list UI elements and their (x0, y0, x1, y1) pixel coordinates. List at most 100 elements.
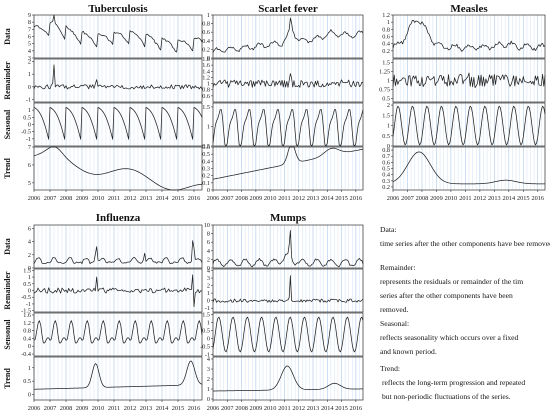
y-tick-label: 3 (207, 275, 210, 282)
panel-seasonal: 0.5 1 1.5 (202, 102, 364, 150)
y-tick-label: 6 (207, 239, 210, 246)
x-tick-label: 2006 (28, 405, 41, 412)
y-tick-label: 0 (28, 265, 31, 272)
y-tick-label: 0.2 (202, 173, 210, 180)
y-tick-label: 0.5 (202, 151, 210, 158)
panel-trend: 5 6 7 Trend (3, 144, 203, 191)
y-tick-label: 4 (207, 268, 210, 275)
y-tick-label: 0.8 (382, 147, 390, 154)
x-tick-label: 2013 (307, 405, 320, 412)
panel-trend: 0 1 2 3 4 (207, 356, 364, 403)
y-tick-label: 0.5 (23, 281, 31, 288)
y-tick-label: 4 (28, 239, 31, 246)
x-tick-label: 2009 (250, 195, 263, 202)
x-tick-label: 2010 (445, 195, 458, 202)
y-tick-label: 4 (28, 48, 31, 55)
y-tick-label: 0 (207, 55, 210, 62)
y-tick-label: 9 (28, 12, 31, 19)
x-tick-label: 2010 (92, 195, 105, 202)
y-tick-label: 1 (207, 81, 210, 88)
row-label-remainder: Remainder (3, 271, 12, 310)
panel-frame (392, 102, 546, 147)
x-tick-label: 2007 (221, 405, 234, 412)
panel-frame (33, 58, 203, 103)
series-line-seasonal (33, 106, 203, 140)
decomposition-scarlet-fever: Scarlet fever00.20.40.60.810.60.811.21.4… (202, 3, 364, 202)
legend-remainder-text-2: series after the other components have b… (380, 291, 513, 300)
x-tick-label: 2014 (321, 195, 334, 202)
y-tick-label: -1 (205, 305, 210, 312)
panel-trend: 0 0.5 1 Trend (3, 356, 203, 401)
y-tick-label: 7 (28, 144, 31, 151)
y-tick-label: 10 (204, 222, 210, 229)
panel-frame (33, 356, 203, 401)
y-tick-label: 0 (207, 335, 210, 342)
y-tick-label: 4 (207, 248, 210, 255)
x-tick-label: 2014 (321, 405, 334, 412)
chart-title: Mumps (270, 212, 307, 224)
x-tick-label: 2010 (264, 405, 277, 412)
y-tick-label: 0 (28, 392, 31, 399)
x-tick-label: 2008 (235, 405, 248, 412)
x-tick-label: 2006 (207, 195, 220, 202)
legend-seasonal-text-2: and known period. (380, 347, 437, 356)
y-tick-label: 0 (28, 288, 31, 295)
x-tick-label: 2011 (108, 195, 120, 202)
y-tick-label: 0.6 (202, 93, 210, 100)
x-tick-label: 2011 (459, 195, 471, 202)
x-tick-label: 2012 (474, 195, 487, 202)
x-tick-label: 2013 (307, 195, 320, 202)
y-tick-label: 0 (28, 343, 31, 350)
chart-title: Influenza (96, 212, 141, 224)
x-tick-label: 2008 (416, 195, 429, 202)
series-line-data (392, 20, 546, 52)
y-tick-label: 0 (387, 143, 390, 150)
x-tick-label: 2010 (264, 195, 277, 202)
x-tick-label: 2015 (335, 195, 348, 202)
y-tick-label: 1.8 (202, 56, 210, 63)
x-tick-label: 2008 (60, 195, 73, 202)
y-tick-label: 3 (28, 55, 31, 62)
panel-frame (212, 58, 364, 103)
y-tick-label: 0.1 (202, 180, 210, 187)
x-tick-label: 2015 (172, 405, 185, 412)
y-tick-label: 1.2 (382, 12, 390, 19)
y-tick-label: 6 (28, 225, 31, 232)
series-line-seasonal (33, 320, 203, 344)
legend-remainder-text-3: removed. (380, 305, 409, 314)
y-tick-label: -1 (205, 351, 210, 358)
x-tick-label: 2015 (172, 195, 185, 202)
y-tick-label: 0.8 (202, 21, 210, 28)
legend-trend-text-1: reflects the long-term progression and r… (382, 378, 526, 387)
y-tick-label: 0.5 (382, 166, 390, 173)
y-tick-label: 0.75 (379, 86, 390, 93)
y-tick-label: 1 (28, 107, 31, 114)
x-tick-label: 2007 (221, 195, 234, 202)
y-tick-label: -0.5 (21, 129, 31, 136)
panel-frame (212, 102, 364, 147)
x-tick-label: 2013 (488, 195, 501, 202)
y-tick-label: 0.8 (23, 328, 31, 335)
row-label-trend: Trend (3, 158, 12, 179)
x-tick-label: 2012 (292, 405, 305, 412)
row-label-trend: Trend (3, 368, 12, 389)
x-tick-label: 2009 (250, 405, 263, 412)
series-line-remainder (212, 73, 364, 88)
y-tick-label: 1.5 (202, 312, 210, 319)
legend-trend-title: Trend: (380, 364, 400, 373)
chart-title: Scarlet fever (258, 3, 318, 15)
x-tick-label: 2009 (76, 195, 89, 202)
decomposition-measles: Measles0.20.40.60.811.20.50.7511.251.500… (379, 3, 546, 202)
y-tick-label: 0.6 (382, 34, 390, 41)
x-tick-label: 2006 (387, 195, 400, 202)
panel-remainder: 0.60.811.21.41.61.8 (202, 56, 364, 103)
y-tick-label: 1 (28, 365, 31, 372)
y-tick-label: 1 (387, 123, 390, 130)
x-tick-label: 2013 (140, 405, 153, 412)
y-tick-label: 0.5 (23, 378, 31, 385)
x-tick-label: 2008 (60, 405, 73, 412)
y-tick-label: 1 (28, 274, 31, 281)
y-tick-label: 0 (28, 84, 31, 91)
